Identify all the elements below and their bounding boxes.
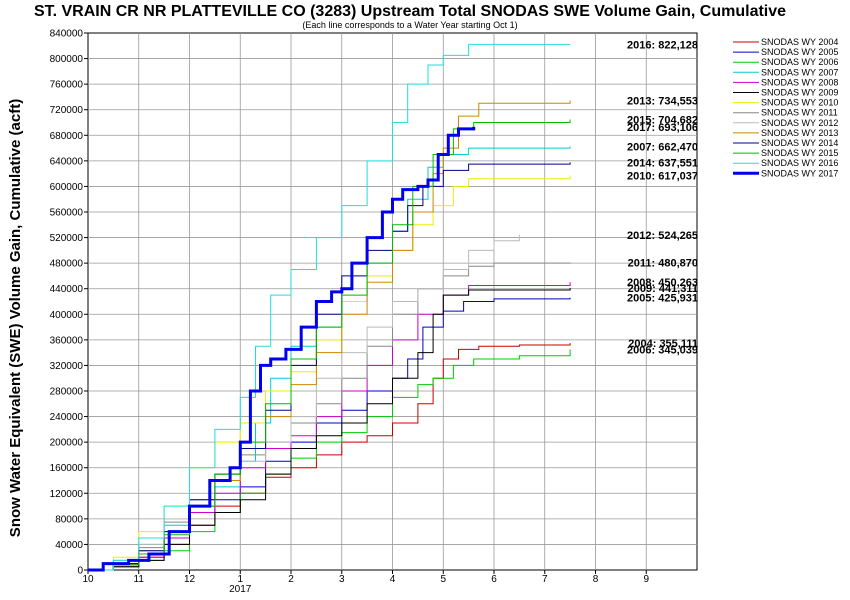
end-label: 2009: 441,311	[628, 283, 698, 295]
legend-entry: SNODAS WY 2004	[761, 37, 838, 47]
end-label: 2011: 480,870	[628, 258, 698, 270]
x-tick-label: 2	[288, 574, 294, 585]
end-label: 2008: 450,263	[627, 277, 698, 289]
chart-title: ST. VRAIN CR NR PLATTEVILLE CO (3283) Up…	[34, 3, 786, 20]
legend-entry: SNODAS WY 2010	[761, 98, 838, 108]
x-tick-label: 1	[237, 574, 243, 585]
y-tick-label: 200000	[50, 438, 84, 449]
y-tick-label: 440000	[50, 284, 84, 295]
y-tick-label: 240000	[50, 412, 84, 423]
y-tick-label: 480000	[50, 259, 84, 270]
series-line-snodas-wy-2016	[88, 43, 571, 571]
legend-entry: SNODAS WY 2017	[761, 168, 838, 178]
y-tick-label: 760000	[50, 80, 84, 91]
end-label: 2004: 355,111	[628, 338, 698, 350]
legend-entry: SNODAS WY 2008	[761, 77, 838, 87]
x-tick-label: 12	[184, 574, 196, 585]
y-tick-label: 80000	[55, 514, 83, 525]
series-line-snodas-wy-2017	[88, 126, 476, 572]
end-label: 2015: 704,682	[627, 115, 698, 127]
x-tick-label: 5	[440, 574, 446, 585]
end-label: 2010: 617,037	[627, 171, 698, 183]
legend-entry: SNODAS WY 2009	[761, 88, 838, 98]
y-tick-label: 0	[77, 566, 83, 577]
end-label: 2012: 524,265	[627, 230, 698, 242]
x-tick-label: 10	[82, 574, 94, 585]
end-label: 2007: 662,470	[627, 141, 698, 153]
end-label: 2013: 734,553	[627, 95, 698, 107]
chart-subtitle: (Each line corresponds to a Water Year s…	[302, 20, 517, 30]
y-tick-label: 720000	[50, 105, 84, 116]
x-tick-label: 6	[491, 574, 497, 585]
legend-entry: SNODAS WY 2011	[761, 108, 838, 118]
end-label: 2014: 637,551	[627, 157, 698, 169]
x-tick-label: 4	[390, 574, 396, 585]
y-tick-label: 280000	[50, 387, 84, 398]
x-year-label: 2017	[229, 584, 252, 595]
y-tick-label: 560000	[50, 208, 84, 219]
y-tick-label: 840000	[50, 29, 84, 40]
legend-entry: SNODAS WY 2016	[761, 158, 838, 168]
legend-entry: SNODAS WY 2012	[761, 118, 838, 128]
x-tick-label: 9	[643, 574, 649, 585]
end-label: 2016: 822,128	[627, 39, 698, 51]
plot-area: 0400008000012000016000020000024000028000…	[50, 29, 698, 596]
y-tick-label: 520000	[50, 233, 84, 244]
y-tick-label: 640000	[50, 156, 84, 167]
end-label: 2017: 693,106	[627, 122, 698, 134]
y-tick-label: 120000	[50, 489, 84, 500]
y-tick-label: 400000	[50, 310, 84, 321]
legend-entry: SNODAS WY 2014	[761, 138, 838, 148]
y-tick-label: 800000	[50, 54, 84, 65]
end-label: 2005: 425,931	[627, 293, 698, 305]
y-tick-label: 360000	[50, 335, 84, 346]
legend-entry: SNODAS WY 2007	[761, 67, 838, 77]
legend-entry: SNODAS WY 2013	[761, 128, 838, 138]
legend-entry: SNODAS WY 2005	[761, 47, 838, 57]
y-tick-label: 320000	[50, 361, 84, 372]
x-tick-label: 11	[134, 574, 145, 585]
x-tick-label: 3	[339, 574, 345, 585]
legend-entry: SNODAS WY 2015	[761, 148, 838, 158]
y-tick-label: 40000	[55, 540, 83, 551]
x-tick-label: 8	[593, 574, 599, 585]
y-tick-label: 600000	[50, 182, 84, 193]
y-tick-label: 160000	[50, 463, 84, 474]
y-axis-label: Snow Water Equivalent (SWE) Volume Gain,…	[7, 99, 24, 537]
y-tick-label: 680000	[50, 131, 84, 142]
legend-entry: SNODAS WY 2006	[761, 57, 838, 67]
x-tick-label: 7	[542, 574, 548, 585]
end-label: 2006: 345,039	[627, 344, 698, 356]
